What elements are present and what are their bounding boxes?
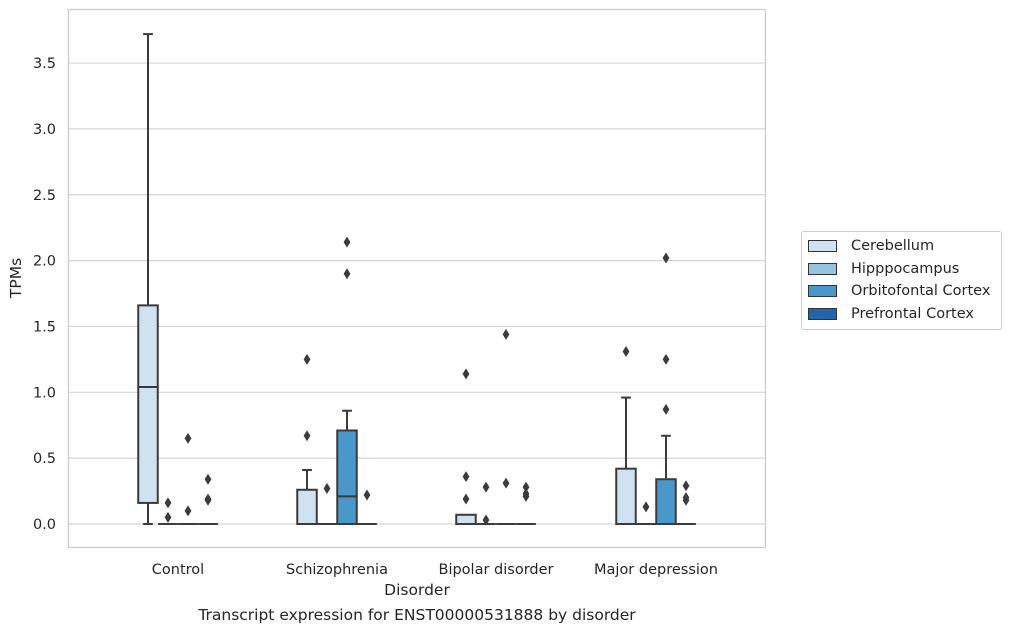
outlier-point [204,493,212,505]
y-axis-ticks: 0.0 0.5 1.0 1.5 2.0 2.5 3.0 3.5 [33,56,56,533]
box-2-1 [336,236,358,526]
x-tick-label: Major depression [594,562,718,578]
box-2-0 [178,432,198,525]
outlier-point [184,432,192,444]
box-3-2 [516,481,536,525]
legend: Cerebellum Hipppocampus Orbitofontal Corte… [801,231,1002,331]
outlier-point [343,236,351,248]
legend-item: Orbitofontal Cortex [802,280,1001,303]
outlier-point [662,403,670,415]
outlier-point [522,481,530,493]
box-1-2 [476,481,496,526]
box-0-2 [455,368,477,526]
legend-item: Prefrontal Cortex [802,303,1001,326]
grid-lines [68,62,766,525]
box-body [615,467,637,526]
box-2-2 [496,328,516,525]
outlier-point [482,514,490,526]
outlier-point [522,488,530,500]
figure-caption: Transcript expression for ENST0000053188… [198,606,636,624]
y-tick-label: 1.5 [33,319,56,335]
outlier-point [682,492,690,504]
x-axis-title: Disorder [384,581,450,599]
outlier-point [462,493,470,505]
legend-swatch [808,308,837,321]
legend-label: Prefrontal Cortex [851,306,974,323]
y-axis-title: TPMs [7,258,25,299]
outlier-point [303,353,311,365]
legend-item: Hipppocampus [802,258,1001,281]
box-body [296,488,318,525]
legend-item: Cerebellum [802,235,1001,258]
legend-swatch [808,285,837,298]
box-body [336,429,358,526]
box-3-1 [357,489,377,525]
box-2-3 [655,252,677,525]
y-tick-label: 2.0 [33,254,56,270]
y-tick-label: 1.0 [33,385,56,401]
outlier-point [662,252,670,264]
box-body [655,478,677,525]
x-tick-label: Schizophrenia [286,562,388,578]
box-0-3 [615,345,637,526]
outlier-point [642,501,650,513]
box-series [137,33,696,526]
legend-label: Hipppocampus [851,260,960,277]
box-3-0 [198,473,218,525]
y-tick-label: 3.0 [33,122,56,138]
legend-label: Cerebellum [851,238,935,255]
outlier-point [164,511,172,523]
outlier-point [184,505,192,517]
x-tick-label: Control [152,562,204,578]
box-1-0 [158,497,178,525]
box-body [455,513,477,526]
box-0-0 [137,33,159,525]
outlier-point [502,328,510,340]
y-tick-label: 0.0 [33,517,56,533]
box-3-3 [676,480,696,525]
y-tick-label: 3.5 [33,56,56,72]
outlier-point [662,353,670,365]
legend-swatch [808,262,837,275]
outlier-point [323,482,331,494]
outlier-point [482,481,490,493]
box-1-3 [636,501,656,525]
outlier-point [462,368,470,380]
legend-label: Orbitofontal Cortex [851,283,991,300]
outlier-point [303,430,311,442]
plot-area-frame [67,8,767,549]
y-tick-label: 0.5 [33,451,56,467]
box-0-1 [296,353,318,525]
outlier-point [343,268,351,280]
outlier-point [164,497,172,509]
outlier-point [363,489,371,501]
box-body [137,304,159,504]
outlier-point [502,477,510,489]
x-axis-ticks: Control Schizophrenia Bipolar disorder Majo… [152,562,718,578]
outlier-point [204,473,212,485]
outlier-point [622,345,630,357]
legend-swatch [808,240,837,253]
y-tick-label: 2.5 [33,188,56,204]
x-tick-label: Bipolar disorder [439,562,554,578]
outlier-point [682,480,690,492]
box-1-1 [317,482,337,525]
outlier-point [462,471,470,483]
